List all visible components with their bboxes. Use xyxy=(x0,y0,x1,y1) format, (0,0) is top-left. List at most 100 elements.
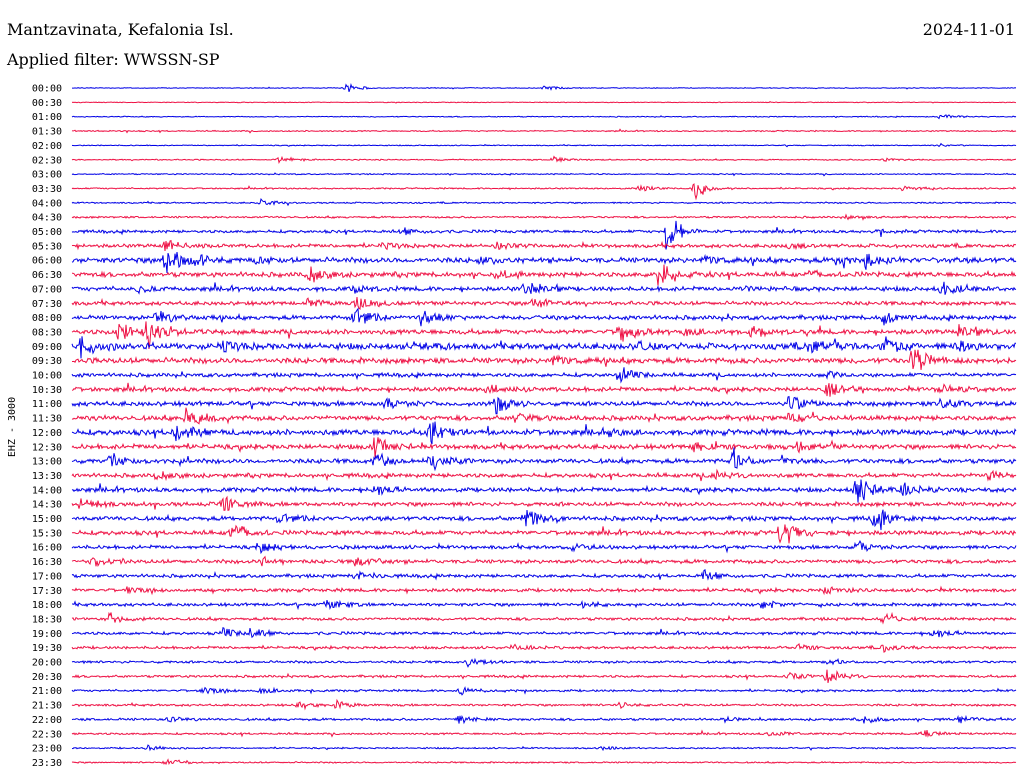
row-time-label: 18:00 xyxy=(32,600,62,611)
row-time-label: 16:30 xyxy=(32,557,62,568)
row-time-label: 09:00 xyxy=(32,342,62,353)
trace-line xyxy=(71,321,1017,349)
row-time-label: 21:00 xyxy=(32,686,62,697)
row-time-label: 07:00 xyxy=(32,284,62,295)
row-time-label: 04:30 xyxy=(32,213,62,224)
trace-line xyxy=(72,349,1017,370)
row-time-label: 02:00 xyxy=(32,141,62,152)
row-time-label: 06:00 xyxy=(32,256,62,267)
trace-line xyxy=(71,213,1017,221)
channel-label: EHZ - 3000 xyxy=(7,397,18,457)
trace-line xyxy=(71,611,1017,625)
trace-line xyxy=(71,585,1017,596)
row-time-label: 17:30 xyxy=(32,586,62,597)
trace-line xyxy=(71,114,1017,120)
row-time-label: 14:30 xyxy=(32,500,62,511)
trace-line xyxy=(71,437,1017,458)
row-time-label: 12:00 xyxy=(32,428,62,439)
row-time-label: 05:00 xyxy=(32,227,62,238)
row-time-label: 08:30 xyxy=(32,327,62,338)
row-time-label: 00:00 xyxy=(32,84,62,95)
row-time-label: 15:00 xyxy=(32,514,62,525)
row-time-label: 21:30 xyxy=(32,701,62,712)
trace-line xyxy=(71,296,1017,310)
date-label: 2024-11-01 xyxy=(922,20,1015,39)
row-time-label: 08:00 xyxy=(32,313,62,324)
trace-line xyxy=(72,599,1017,611)
trace-line xyxy=(71,336,1016,359)
row-time-label: 03:30 xyxy=(32,184,62,195)
row-time-label: 00:30 xyxy=(32,98,62,109)
trace-line xyxy=(71,643,1017,653)
trace-line xyxy=(71,172,1017,177)
row-time-label: 11:00 xyxy=(32,399,62,410)
row-time-label: 05:30 xyxy=(32,241,62,252)
row-time-label: 16:00 xyxy=(32,543,62,554)
trace-line xyxy=(71,183,1017,201)
row-time-label: 15:30 xyxy=(32,528,62,539)
row-time-label: 11:30 xyxy=(32,414,62,425)
row-time-label: 01:30 xyxy=(32,127,62,138)
row-time-label: 13:00 xyxy=(32,457,62,468)
row-time-label: 19:30 xyxy=(32,643,62,654)
trace-line xyxy=(71,626,1017,639)
trace-line xyxy=(71,509,1017,531)
trace-line xyxy=(71,128,1017,134)
trace-line xyxy=(71,220,1017,250)
row-time-label: 20:00 xyxy=(32,658,62,669)
row-time-label: 03:00 xyxy=(32,170,62,181)
trace-line xyxy=(71,252,1017,274)
trace-line xyxy=(71,447,1017,472)
trace-line xyxy=(71,407,1017,425)
row-time-label: 02:30 xyxy=(32,155,62,166)
trace-line xyxy=(71,264,1017,286)
trace-line xyxy=(71,524,1017,544)
trace-line xyxy=(71,657,1017,668)
trace-line xyxy=(71,142,1017,148)
row-time-label: 22:00 xyxy=(32,715,62,726)
row-time-label: 01:00 xyxy=(32,112,62,123)
trace-line xyxy=(71,367,1017,384)
row-time-label: 20:30 xyxy=(32,672,62,683)
trace-line xyxy=(71,744,1017,752)
row-time-label: 07:30 xyxy=(32,299,62,310)
trace-line xyxy=(71,758,1017,766)
trace-line xyxy=(71,421,1017,445)
trace-line xyxy=(71,100,1017,104)
row-time-label: 23:30 xyxy=(32,758,62,769)
filter-label: Applied filter: WWSSN-SP xyxy=(7,50,220,69)
trace-line xyxy=(71,239,1017,251)
row-time-label: 13:30 xyxy=(32,471,62,482)
trace-line xyxy=(71,468,1017,482)
time-labels: 00:00 00:30 01:00 01:30 02:00 02:30 03:00 03:30… xyxy=(32,84,62,769)
row-time-label: 19:00 xyxy=(32,629,62,640)
trace-line xyxy=(71,714,1017,725)
row-time-label: 18:30 xyxy=(32,614,62,625)
trace-line xyxy=(71,198,1017,207)
row-time-label: 09:30 xyxy=(32,356,62,367)
trace-line xyxy=(72,82,1017,92)
trace-line xyxy=(71,307,1017,327)
row-time-label: 12:30 xyxy=(32,442,62,453)
row-time-label: 10:30 xyxy=(32,385,62,396)
trace-line xyxy=(71,568,1017,581)
row-time-label: 17:00 xyxy=(32,571,62,582)
trace-line xyxy=(71,698,1017,711)
trace-line xyxy=(71,395,1017,415)
trace-line xyxy=(71,540,1017,555)
trace-line xyxy=(71,669,1017,683)
row-time-label: 06:30 xyxy=(32,270,62,281)
row-time-label: 14:00 xyxy=(32,485,62,496)
traces-group xyxy=(71,82,1017,766)
trace-line xyxy=(71,155,1017,165)
trace-line xyxy=(71,555,1017,567)
row-time-label: 22:30 xyxy=(32,729,62,740)
trace-line xyxy=(71,729,1017,738)
trace-line xyxy=(71,686,1017,696)
station-title: Mantzavinata, Kefalonia Isl. xyxy=(7,20,234,39)
row-time-label: 10:00 xyxy=(32,371,62,382)
trace-line xyxy=(71,479,1017,503)
trace-line xyxy=(71,382,1017,397)
row-time-label: 23:00 xyxy=(32,744,62,755)
